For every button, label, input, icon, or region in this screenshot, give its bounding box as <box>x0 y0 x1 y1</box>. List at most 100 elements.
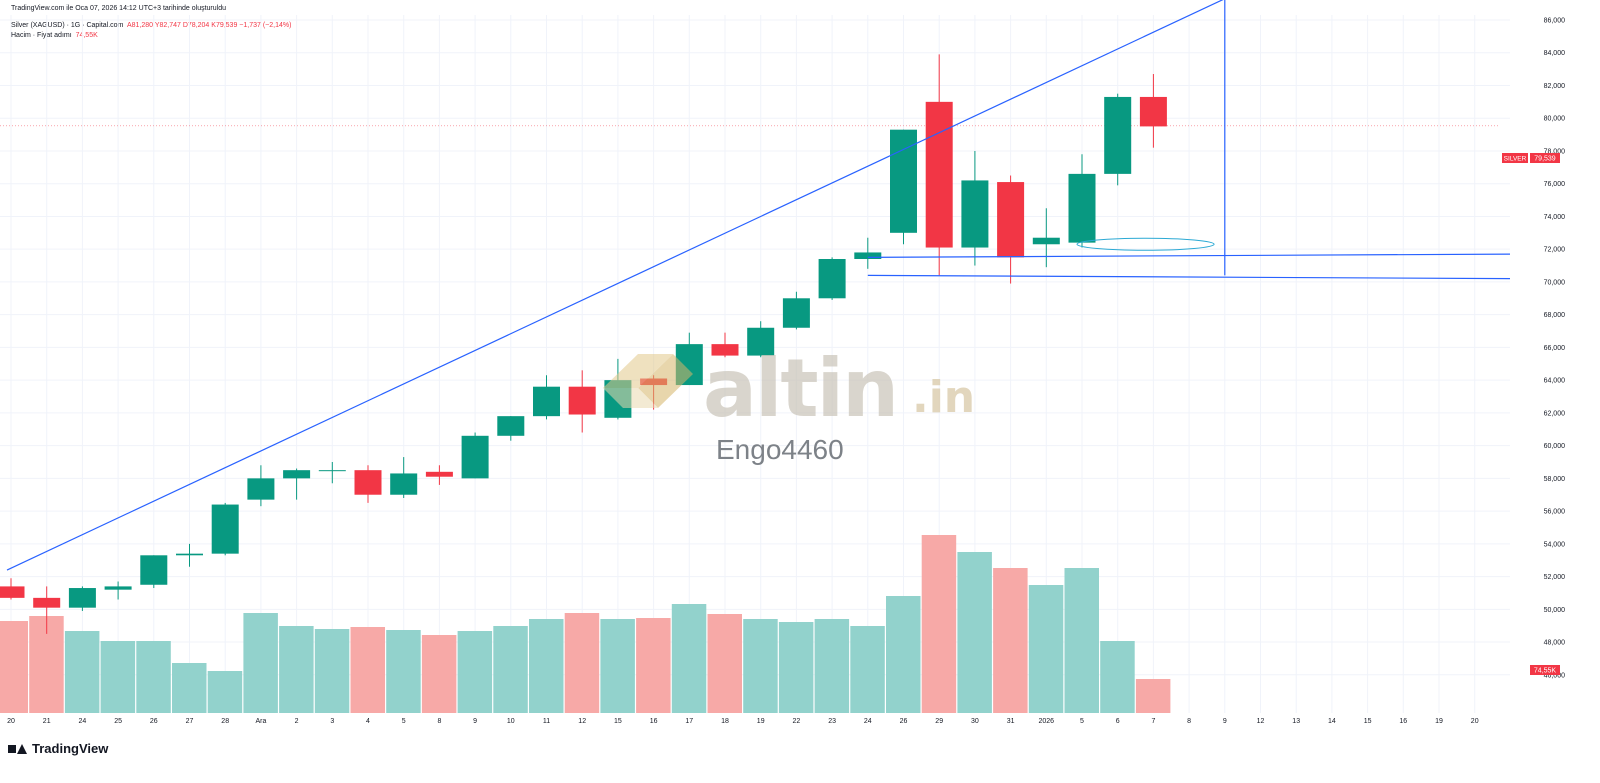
candle-body <box>497 416 525 436</box>
volume-bar <box>350 627 385 713</box>
altin-logo-icon <box>598 346 708 426</box>
time-tick-label: 18 <box>721 718 729 725</box>
price-tick-label: 54,000 <box>1544 541 1566 548</box>
time-tick-label: 12 <box>578 718 586 725</box>
time-tick-label: Ara <box>255 718 266 725</box>
volume-bar <box>886 596 921 713</box>
price-axis[interactable]: 46,000 48,000 50,000 52,000 54,000 56,000 58,0… <box>1544 18 1566 680</box>
candle-body <box>176 553 203 556</box>
time-axis[interactable]: 20 21 24 25 26 27 28 Ara 2 3 4 5 8 9 10 11 12 15 16 17 18 19 2… <box>7 718 1479 725</box>
candle-body <box>782 298 810 328</box>
price-tick-label: 66,000 <box>1544 345 1566 352</box>
time-tick-label: 3 <box>330 718 334 725</box>
volume-bar <box>993 568 1028 713</box>
volume-bar <box>707 614 742 713</box>
price-tick-label: 62,000 <box>1544 410 1566 417</box>
time-tick-label: 26 <box>900 718 908 725</box>
candle-body <box>211 504 239 554</box>
volume-bar <box>529 619 564 713</box>
time-tick-label: 8 <box>437 718 441 725</box>
time-tick-label: 15 <box>1364 718 1372 725</box>
last-price-badge: SILVER 79,539 <box>1502 153 1560 163</box>
volume-bar <box>279 626 314 713</box>
volume-legend-label: Hacim · Fiyat adımı <box>11 32 72 39</box>
candle-body <box>140 555 168 585</box>
price-tick-label: 56,000 <box>1544 509 1566 516</box>
volume-bar <box>600 619 635 713</box>
time-tick-label: 24 <box>864 718 872 725</box>
time-tick-label: 16 <box>1399 718 1407 725</box>
volume-bar <box>0 621 28 713</box>
support-line-upper <box>867 253 1511 258</box>
volume-bar <box>421 635 457 713</box>
symbol-name: Silver (XAGUSD) · 1G · Capital.com <box>11 22 124 29</box>
candle-body <box>818 259 846 299</box>
candle-body <box>533 386 560 417</box>
price-tick-label: 86,000 <box>1544 18 1566 25</box>
volume-bar <box>136 641 171 713</box>
price-tick-label: 50,000 <box>1544 607 1566 614</box>
price-tick-label: 84,000 <box>1544 50 1566 57</box>
time-tick-label: 19 <box>1435 718 1443 725</box>
tradingview-brand-text: TradingView <box>32 741 109 756</box>
tradingview-logo-icon <box>8 743 28 755</box>
volume-legend-value: 74,55K <box>75 32 98 39</box>
time-tick-label: 9 <box>1223 718 1227 725</box>
candle-body <box>283 470 311 479</box>
candle-body <box>390 473 418 495</box>
time-tick-label: 5 <box>402 718 406 725</box>
candle-body <box>854 252 882 260</box>
time-tick-label: 26 <box>150 718 158 725</box>
candle-body <box>0 586 25 598</box>
time-tick-label: 9 <box>473 718 477 725</box>
volume-bar <box>207 671 243 713</box>
time-tick-label: 20 <box>1471 718 1479 725</box>
highlight-ellipse <box>1076 237 1215 251</box>
time-tick-label: 12 <box>1257 718 1265 725</box>
time-tick-label: 20 <box>7 718 15 725</box>
candle-body <box>104 586 132 590</box>
candle-body <box>247 478 275 500</box>
watermark-username: Engo4460 <box>716 434 844 465</box>
candle-body <box>318 470 346 472</box>
time-tick-label: 6 <box>1116 718 1120 725</box>
volume-bar <box>386 630 421 713</box>
time-tick-label: 27 <box>186 718 194 725</box>
time-tick-label: 10 <box>507 718 515 725</box>
tradingview-brand[interactable]: TradingView <box>8 741 108 756</box>
time-tick-label: 4 <box>366 718 370 725</box>
candle-body <box>925 101 953 248</box>
candle-body <box>1139 96 1167 127</box>
support-line-lower <box>867 274 1511 280</box>
time-tick-label: 2 <box>295 718 299 725</box>
watermark-brand: altin <box>703 342 899 435</box>
volume-bar <box>921 535 957 713</box>
volume-bar <box>671 604 707 713</box>
last-price-symbol: SILVER <box>1504 156 1527 163</box>
time-tick-label: 24 <box>79 718 87 725</box>
volume-bar <box>778 622 814 713</box>
candle-body <box>1032 237 1060 245</box>
candle-body <box>33 597 61 608</box>
candle-body <box>1104 96 1132 174</box>
time-tick-label: 13 <box>1292 718 1300 725</box>
price-tick-label: 72,000 <box>1544 247 1566 254</box>
time-tick-label: 11 <box>543 718 550 725</box>
candle-body <box>961 180 989 248</box>
candle-body <box>568 386 596 415</box>
volume-bar <box>100 641 136 713</box>
volume-bar <box>957 552 992 713</box>
trend-line <box>6 0 1224 571</box>
candle-body <box>997 182 1025 258</box>
time-tick-label: 15 <box>614 718 622 725</box>
time-tick-label: 5 <box>1080 718 1084 725</box>
symbol-ohlc-line: Silver (XAGUSD) · 1G · Capital.com A81,2… <box>11 22 291 29</box>
time-tick-label: 23 <box>828 718 836 725</box>
time-tick-label: 29 <box>935 718 943 725</box>
time-tick-label: 22 <box>793 718 801 725</box>
time-tick-label: 21 <box>43 718 51 725</box>
volume-badge-value: 74,55K <box>1534 668 1557 675</box>
price-tick-label: 74,000 <box>1544 214 1566 221</box>
volume-bar <box>64 631 100 713</box>
